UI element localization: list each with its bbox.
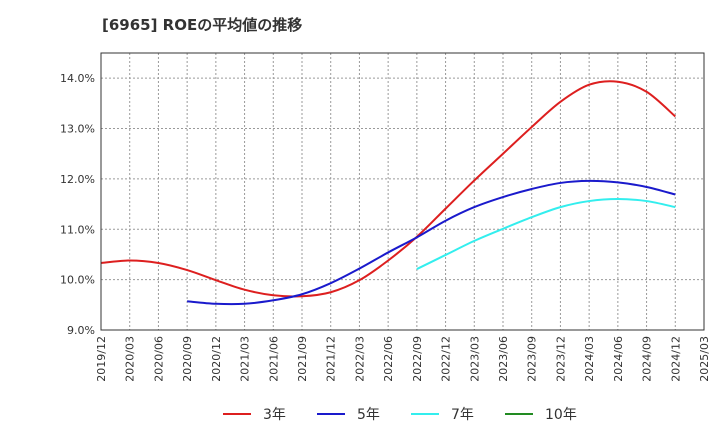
legend-label: 5年 <box>357 407 380 423</box>
series-line-3年 <box>100 80 676 298</box>
x-tick-label: 2022/03 <box>353 336 366 382</box>
y-tick-label: 10.0% <box>60 274 95 287</box>
y-tick-label: 13.0% <box>60 123 95 136</box>
x-tick-label: 2023/09 <box>526 336 539 382</box>
y-tick-label: 11.0% <box>60 223 95 236</box>
x-tick-label: 2024/06 <box>612 336 625 382</box>
x-tick-label: 2020/06 <box>152 336 165 382</box>
x-tick-label: 2022/12 <box>440 336 453 382</box>
x-tick-label: 2024/09 <box>641 336 654 382</box>
x-tick-label: 2021/09 <box>296 336 309 382</box>
y-tick-label: 12.0% <box>60 173 95 186</box>
series-line-7年 <box>416 198 676 270</box>
legend-label: 3年 <box>263 407 286 423</box>
plot-background <box>101 53 704 330</box>
y-tick-label: 14.0% <box>60 72 95 85</box>
series-lines <box>100 80 676 306</box>
x-tick-label: 2023/03 <box>468 336 481 382</box>
legend: 3年 5年 7年 10年 <box>223 407 577 423</box>
x-tick-label: 2024/03 <box>583 336 596 382</box>
x-tick-label: 2023/06 <box>497 336 510 382</box>
grid-lines <box>101 53 704 330</box>
y-tick-label: 9.0% <box>67 324 95 337</box>
x-tick-label: 2022/06 <box>382 336 395 382</box>
legend-label: 10年 <box>545 407 577 423</box>
series-line-5年 <box>187 179 676 306</box>
x-tick-label: 2024/12 <box>669 336 682 382</box>
x-tick-label: 2021/12 <box>325 336 338 382</box>
chart-title: [6965] ROEの平均値の推移 <box>102 16 303 34</box>
legend-label: 7年 <box>451 407 474 423</box>
x-tick-label: 2021/03 <box>239 336 252 382</box>
x-axis-ticks: 2019/12 2020/03 2020/06 2020/09 2020/12 2021/… <box>95 336 711 382</box>
plot-frame <box>100 52 705 331</box>
x-tick-label: 2021/06 <box>267 336 280 382</box>
x-tick-label: 2020/12 <box>210 336 223 382</box>
x-tick-label: 2020/03 <box>124 336 137 382</box>
x-tick-label: 2020/09 <box>181 336 194 382</box>
x-tick-label: 2022/09 <box>411 336 424 382</box>
x-tick-label: 2023/12 <box>554 336 567 382</box>
x-tick-label: 2025/03 <box>698 336 711 382</box>
y-axis-ticks: 9.0% 10.0% 11.0% 12.0% 13.0% 14.0% <box>60 72 95 337</box>
x-tick-label: 2019/12 <box>95 336 108 382</box>
